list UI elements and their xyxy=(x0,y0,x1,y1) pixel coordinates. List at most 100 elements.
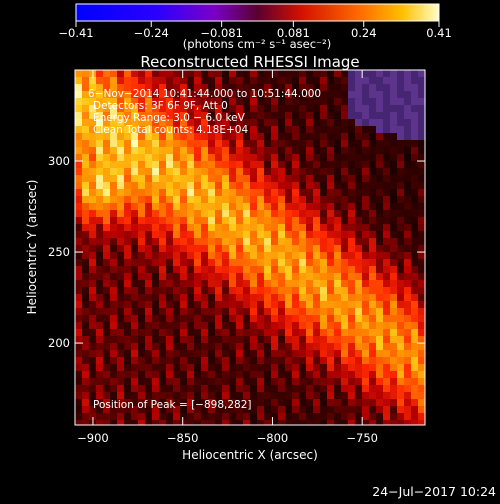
heatmap-cell xyxy=(103,154,110,161)
heatmap-cell xyxy=(411,406,418,413)
heatmap-cell xyxy=(257,371,264,378)
heatmap-cell xyxy=(124,91,131,98)
heatmap-cell xyxy=(390,105,397,112)
heatmap-cell xyxy=(292,147,299,154)
heatmap-cell xyxy=(306,84,313,91)
heatmap-cell xyxy=(152,91,159,98)
heatmap-cell xyxy=(292,301,299,308)
heatmap-cell xyxy=(320,147,327,154)
heatmap-cell xyxy=(180,147,187,154)
heatmap-cell xyxy=(397,315,404,322)
heatmap-cell xyxy=(299,273,306,280)
heatmap-cell xyxy=(278,182,285,189)
heatmap-cell xyxy=(306,287,313,294)
heatmap-cell xyxy=(82,336,89,343)
heatmap-cell xyxy=(404,301,411,308)
heatmap-cell xyxy=(222,231,229,238)
heatmap-cell xyxy=(285,252,292,259)
heatmap-cell xyxy=(75,308,82,315)
heatmap-cell xyxy=(313,238,320,245)
heatmap-cell xyxy=(166,217,173,224)
heatmap-cell xyxy=(313,84,320,91)
heatmap-cell xyxy=(411,245,418,252)
heatmap-cell xyxy=(236,336,243,343)
heatmap-cell xyxy=(355,357,362,364)
heatmap-cell xyxy=(369,154,376,161)
heatmap-cell xyxy=(257,392,264,399)
heatmap-cell xyxy=(383,238,390,245)
heatmap-cell xyxy=(152,168,159,175)
heatmap-cell xyxy=(376,378,383,385)
heatmap-cell xyxy=(411,70,418,77)
heatmap-cell xyxy=(243,147,250,154)
heatmap-cell xyxy=(320,399,327,406)
heatmap-cell xyxy=(285,203,292,210)
heatmap-cell xyxy=(299,196,306,203)
heatmap-cell xyxy=(369,77,376,84)
heatmap-cell xyxy=(201,147,208,154)
heatmap-cell xyxy=(82,378,89,385)
heatmap-cell xyxy=(208,119,215,126)
heatmap-cell xyxy=(348,294,355,301)
heatmap-cell xyxy=(376,252,383,259)
heatmap-cell xyxy=(229,357,236,364)
heatmap-cell xyxy=(222,280,229,287)
heatmap-cell xyxy=(89,119,96,126)
heatmap-cell xyxy=(348,245,355,252)
heatmap-cell xyxy=(313,259,320,266)
heatmap-cell xyxy=(89,364,96,371)
heatmap-cell xyxy=(292,168,299,175)
heatmap-cell xyxy=(383,224,390,231)
heatmap-cell xyxy=(201,168,208,175)
heatmap-cell xyxy=(376,350,383,357)
heatmap-cell xyxy=(320,119,327,126)
heatmap-cell xyxy=(320,203,327,210)
heatmap-cell xyxy=(327,301,334,308)
heatmap-cell xyxy=(117,322,124,329)
heatmap-cell xyxy=(292,350,299,357)
annotation-time-range: 6−Nov−2014 10:41:44.000 to 10:51:44.000 xyxy=(88,88,321,100)
heatmap-cell xyxy=(285,182,292,189)
heatmap-cell xyxy=(75,231,82,238)
heatmap-cell xyxy=(404,308,411,315)
heatmap-cell xyxy=(215,364,222,371)
heatmap-cell xyxy=(264,189,271,196)
heatmap-cell xyxy=(166,231,173,238)
heatmap-cell xyxy=(138,119,145,126)
heatmap-cell xyxy=(313,203,320,210)
heatmap-cell xyxy=(355,301,362,308)
heatmap-cell xyxy=(250,378,257,385)
heatmap-cell xyxy=(180,119,187,126)
heatmap-cell xyxy=(355,84,362,91)
heatmap-cell xyxy=(362,224,369,231)
heatmap-cell xyxy=(145,210,152,217)
heatmap-cell xyxy=(124,399,131,406)
heatmap-cell xyxy=(264,119,271,126)
heatmap-cell xyxy=(159,308,166,315)
heatmap-cell xyxy=(194,182,201,189)
heatmap-cell xyxy=(376,91,383,98)
heatmap-cell xyxy=(306,273,313,280)
heatmap-cell xyxy=(89,252,96,259)
heatmap-cell xyxy=(131,329,138,336)
heatmap-cell xyxy=(89,133,96,140)
heatmap-cell xyxy=(313,301,320,308)
heatmap-cell xyxy=(313,294,320,301)
heatmap-cell xyxy=(383,98,390,105)
heatmap-cell xyxy=(306,217,313,224)
heatmap-cell xyxy=(222,420,229,425)
heatmap-cell xyxy=(82,399,89,406)
heatmap-cell xyxy=(103,308,110,315)
heatmap-cell xyxy=(390,259,397,266)
heatmap-cell xyxy=(334,70,341,77)
heatmap-cell xyxy=(418,371,425,378)
heatmap-cell xyxy=(383,182,390,189)
heatmap-cell xyxy=(110,161,117,168)
heatmap-cell xyxy=(376,217,383,224)
heatmap-cell xyxy=(278,203,285,210)
heatmap-cell xyxy=(187,77,194,84)
heatmap-cell xyxy=(292,392,299,399)
heatmap-cell xyxy=(173,371,180,378)
heatmap-cell xyxy=(383,266,390,273)
heatmap-cell xyxy=(271,322,278,329)
